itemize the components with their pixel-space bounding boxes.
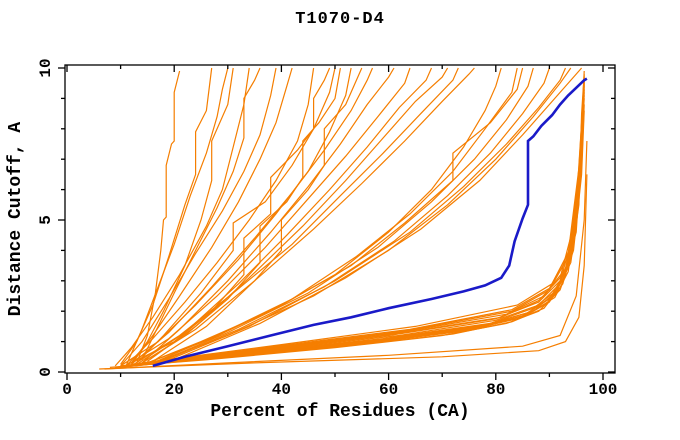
- model-curve: [115, 78, 585, 368]
- model-curve: [141, 67, 261, 361]
- model-curve: [136, 67, 336, 364]
- x-tick-label: 60: [379, 381, 398, 399]
- model-curve: [141, 67, 341, 364]
- x-tick-label: 0: [62, 381, 72, 399]
- model-curve: [125, 67, 411, 367]
- model-curve: [163, 67, 534, 361]
- model-curve: [130, 67, 374, 365]
- axes-frame: [58, 64, 616, 380]
- model-curve: [120, 67, 277, 367]
- highlighted-model-curve: [152, 77, 588, 368]
- model-curve: [104, 140, 588, 370]
- y-axis-label: Distance Cutoff, A: [6, 121, 26, 317]
- model-curve: [152, 67, 572, 364]
- model-curve: [125, 67, 229, 367]
- model-curve: [120, 75, 585, 368]
- x-tick-label: 20: [165, 381, 184, 399]
- model-curve: [157, 67, 550, 364]
- chart-title: T1070-D4: [295, 10, 385, 29]
- model-curve: [130, 67, 459, 367]
- model-curve: [168, 67, 567, 361]
- model-curve: [131, 67, 331, 364]
- model-curve: [147, 67, 449, 362]
- x-tick-label: 40: [272, 381, 291, 399]
- model-curves: [99, 67, 588, 370]
- model-curve: [125, 67, 315, 367]
- y-tick-label: 5: [37, 215, 55, 225]
- model-curve: [130, 67, 234, 364]
- model-curve: [141, 67, 475, 364]
- model-curve: [99, 174, 588, 370]
- y-tick-label: 0: [37, 367, 55, 377]
- model-curve: [136, 81, 585, 365]
- model-curve: [130, 67, 293, 365]
- model-curve: [141, 67, 395, 364]
- model-curve: [125, 84, 585, 367]
- model-curve: [120, 92, 585, 367]
- model-curve: [136, 67, 433, 365]
- model-curve: [152, 67, 363, 362]
- x-axis-label: Percent of Residues (CA): [210, 402, 470, 422]
- y-tick-label: 10: [37, 58, 55, 77]
- x-tick-label: 100: [589, 381, 618, 399]
- model-curve: [136, 70, 181, 364]
- model-curve: [173, 67, 583, 361]
- model-curve: [109, 110, 585, 368]
- model-curve: [120, 74, 585, 368]
- model-curve: [147, 67, 524, 364]
- model-curve: [114, 67, 250, 367]
- model-curve: [120, 67, 352, 367]
- tick-labels: 0 20 40 60 80 100 0 5 10: [37, 58, 617, 399]
- x-tick-label: 80: [486, 381, 505, 399]
